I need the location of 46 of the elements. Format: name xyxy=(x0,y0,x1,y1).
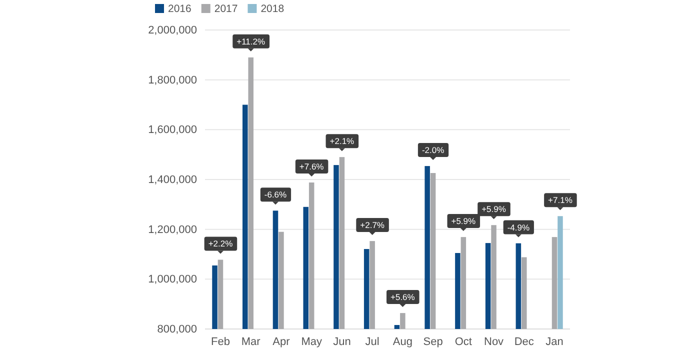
callout: +7.6% xyxy=(295,160,328,176)
x-tick-label: Oct xyxy=(454,336,472,348)
y-tick-label: 1,000,000 xyxy=(148,274,197,286)
annotation: +5.9% xyxy=(451,216,476,226)
x-tick-label: Dec xyxy=(514,336,534,348)
legend-label: 2016 xyxy=(168,3,192,15)
y-tick-label: 800,000 xyxy=(157,324,197,336)
y-tick-label: 1,600,000 xyxy=(148,124,197,136)
callout: -6.6% xyxy=(260,188,292,205)
x-tick-label: Aug xyxy=(392,336,412,348)
annotation: -6.6% xyxy=(264,190,288,200)
annotation: +2.7% xyxy=(360,220,385,230)
x-tick-label: Apr xyxy=(272,336,290,348)
annotation: +5.9% xyxy=(482,204,506,214)
legend-label: 2017 xyxy=(214,3,238,15)
annotation: -2.0% xyxy=(422,145,445,156)
callout: +5.9% xyxy=(478,202,510,220)
y-tick-label: 1,800,000 xyxy=(148,74,197,86)
legend-label: 2018 xyxy=(260,3,284,15)
callout: +5.6% xyxy=(386,290,420,308)
annotation: +2.1% xyxy=(330,136,355,146)
annotation: +7.6% xyxy=(299,161,324,172)
y-tick-label: 1,400,000 xyxy=(148,174,197,186)
x-tick-label: Sep xyxy=(423,336,443,348)
callout: +11.2% xyxy=(232,34,270,52)
callout: +2.1% xyxy=(326,134,359,152)
callout: -2.0% xyxy=(418,143,449,160)
callout: +7.1% xyxy=(544,193,577,210)
x-tick-label: Mar xyxy=(241,336,261,348)
y-tick-label: 2,000,000 xyxy=(148,24,197,37)
annotation: +11.2% xyxy=(236,36,266,46)
x-tick-label: Jun xyxy=(333,336,351,348)
x-tick-label: Jul xyxy=(365,336,380,348)
annotation: +7.1% xyxy=(548,195,573,206)
y-tick-label: 1,200,000 xyxy=(148,224,197,236)
callout: -4.9% xyxy=(503,220,534,238)
callout: +2.7% xyxy=(356,218,389,236)
x-tick-label: May xyxy=(301,336,322,348)
annotation: +5.6% xyxy=(390,292,416,302)
x-tick-label: Jan xyxy=(546,336,564,348)
x-tick-label: Nov xyxy=(484,336,504,348)
callout: +2.2% xyxy=(204,236,238,254)
annotation: +2.2% xyxy=(208,238,234,249)
x-tick-label: Feb xyxy=(211,336,230,348)
callout: +5.9% xyxy=(447,214,480,232)
annotation: -4.9% xyxy=(507,222,530,232)
